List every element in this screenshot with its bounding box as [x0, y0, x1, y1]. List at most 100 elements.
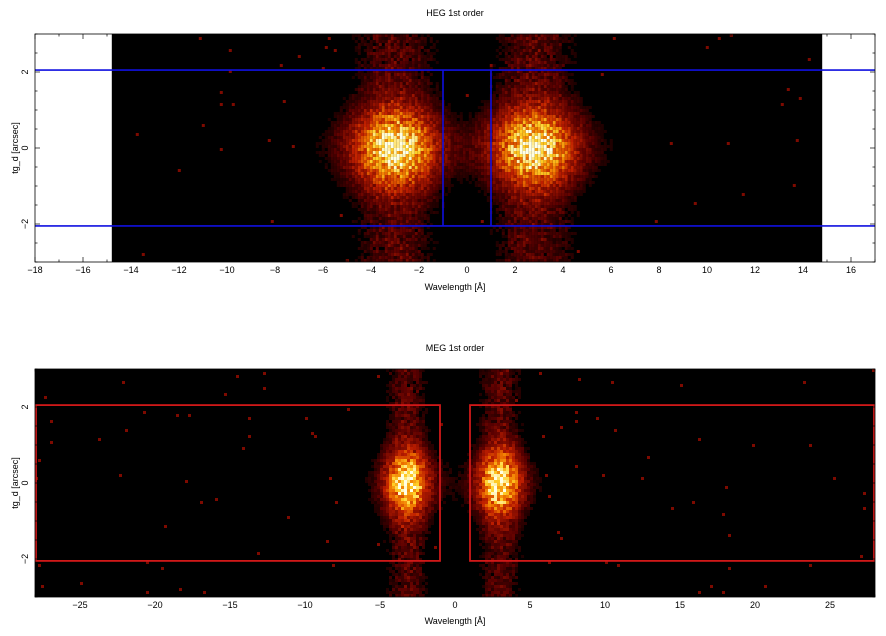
heg-heat-cell: [501, 40, 505, 43]
heg-heat-cell: [387, 67, 391, 70]
heg-heat-cell: [387, 160, 391, 163]
heg-heat-cell: [573, 205, 577, 208]
heg-heat-cell: [348, 154, 352, 157]
heg-heat-cell: [519, 64, 523, 67]
heg-heat-cell: [351, 130, 355, 133]
heg-heat-cell: [405, 91, 409, 94]
heg-heat-cell: [465, 178, 469, 181]
heg-heat-cell: [594, 175, 598, 178]
heg-heat-cell: [417, 217, 421, 220]
heg-heat-cell: [402, 61, 406, 64]
heg-heat-cell: [522, 169, 526, 172]
heg-heat-cell: [504, 223, 508, 226]
heg-heat-cell: [384, 91, 388, 94]
heg-heat-cell: [567, 124, 571, 127]
heg-heat-cell: [549, 166, 553, 169]
heg-heat-cell: [588, 184, 592, 187]
heg-heat-cell: [531, 94, 535, 97]
heg-heat-cell: [558, 151, 562, 154]
heg-heat-cell: [543, 166, 547, 169]
heg-heat-cell: [501, 97, 505, 100]
heg-heat-cell: [531, 193, 535, 196]
heg-heat-cell: [378, 112, 382, 115]
heg-heat-cell: [435, 100, 439, 103]
heg-heat-cell: [390, 97, 394, 100]
heg-heat-cell: [423, 241, 427, 244]
heg-heat-cell: [411, 232, 415, 235]
heg-heat-cell: [546, 94, 550, 97]
heg-heat-cell: [387, 97, 391, 100]
heg-heat-cell: [498, 208, 502, 211]
heg-heat-cell: [579, 181, 583, 184]
heg-heat-cell: [399, 220, 403, 223]
heg-heat-cell: [579, 166, 583, 169]
heg-heat-cell: [414, 169, 418, 172]
heg-heat-cell: [387, 109, 391, 112]
heg-heat-cell: [507, 232, 511, 235]
heg-heat-cell: [375, 163, 379, 166]
heg-heat-cell: [429, 169, 433, 172]
heg-heat-cell: [408, 85, 412, 88]
heg-heat-cell: [414, 241, 418, 244]
heg-heat-cell: [495, 124, 499, 127]
heg-heat-cell: [390, 52, 394, 55]
heg-heat-cell: [507, 253, 511, 256]
heg-heat-cell: [534, 232, 538, 235]
heg-heat-cell: [366, 232, 370, 235]
heg-heat-cell: [435, 130, 439, 133]
heg-heat-cell: [339, 127, 343, 130]
heg-heat-cell: [354, 67, 358, 70]
heg-heat-cell: [525, 169, 529, 172]
heg-heat-cell: [516, 250, 520, 253]
heg-heat-cell: [450, 112, 454, 115]
heg-heat-cell: [546, 247, 550, 250]
heg-heat-cell: [360, 70, 364, 73]
heg-heat-cell: [381, 46, 385, 49]
heg-heat-cell: [540, 256, 544, 259]
heg-heat-cell: [360, 142, 364, 145]
heg-heat-cell: [408, 208, 412, 211]
heg-heat-cell: [522, 244, 526, 247]
heg-heat-cell: [393, 100, 397, 103]
heg-heat-cell: [546, 169, 550, 172]
heg-heat-cell: [399, 235, 403, 238]
heg-heat-cell: [420, 226, 424, 229]
heg-heat-cell: [555, 82, 559, 85]
heg-heat-cell: [357, 91, 361, 94]
heg-heat-cell: [423, 199, 427, 202]
heg-heat-cell: [387, 82, 391, 85]
heg-heat-cell: [516, 166, 520, 169]
heg-heat-cell: [579, 139, 583, 142]
heg-heat-cell: [528, 73, 532, 76]
heg-heat-cell: [531, 136, 535, 139]
heg-heat-cell: [423, 148, 427, 151]
heg-heat-cell: [504, 160, 508, 163]
heg-heat-cell: [327, 142, 331, 145]
heg-heat-cell: [393, 256, 397, 259]
heg-heat-cell: [528, 67, 532, 70]
heg-heat-cell: [387, 172, 391, 175]
heg-heat-cell: [519, 184, 523, 187]
heg-heat-cell: [387, 76, 391, 79]
heg-heat-cell: [507, 109, 511, 112]
heg-heat-cell: [396, 214, 400, 217]
heg-heat-cell: [516, 247, 520, 250]
heg-heat-cell: [420, 160, 424, 163]
heg-heat-cell: [564, 160, 568, 163]
heg-heat-cell: [555, 103, 559, 106]
heg-heat-cell: [507, 142, 511, 145]
heg-heat-cell: [546, 253, 550, 256]
heg-heat-cell: [537, 181, 541, 184]
heg-heat-cell: [531, 232, 535, 235]
heg-heat-cell: [345, 166, 349, 169]
heg-heat-cell: [417, 169, 421, 172]
heg-heat-cell: [411, 163, 415, 166]
heg-heat-cell: [576, 175, 580, 178]
heg-heat-cell: [417, 250, 421, 253]
heg-heat-cell: [459, 124, 463, 127]
heg-heat-cell: [408, 226, 412, 229]
heg-heat-cell: [447, 148, 451, 151]
heg-heat-cell: [336, 142, 340, 145]
heg-x-tick-label: −16: [75, 265, 90, 275]
heg-heat-cell: [414, 85, 418, 88]
